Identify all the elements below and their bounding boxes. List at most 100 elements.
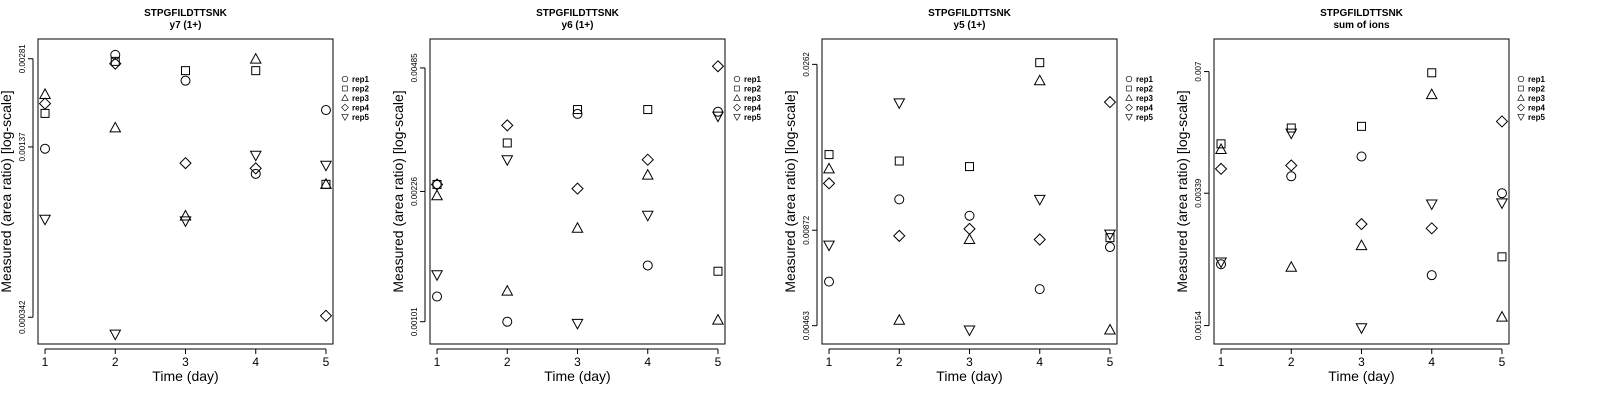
data-point-rep3 (1214, 142, 1228, 154)
y-axis-label: Measured (area ratio) [log-scale] (0, 90, 14, 292)
data-point-rep2 (894, 156, 904, 166)
data-point-rep4 (1285, 159, 1298, 172)
x-axis-label: Time (day) (1328, 368, 1394, 384)
data-point-rep1 (824, 276, 835, 287)
data-point-rep5 (1103, 229, 1117, 241)
y-tick-label: 0.00226 (410, 176, 419, 205)
chart-title: STPGFILDTTSNK (1320, 8, 1404, 19)
y-tick-label: 0.00281 (18, 44, 27, 73)
data-point-rep5 (501, 155, 514, 167)
data-point-rep4 (893, 229, 906, 243)
data-point-rep4 (501, 119, 514, 132)
data-point-rep4 (822, 177, 836, 190)
data-point-rep5 (249, 150, 262, 162)
x-tick-label: 1 (1218, 355, 1225, 369)
legend-label: rep1 (1528, 75, 1545, 84)
data-point-rep2 (1497, 252, 1507, 262)
data-point-rep5 (319, 160, 333, 172)
legend-label: rep5 (1528, 113, 1545, 122)
data-point-rep5 (893, 98, 906, 110)
legend-symbol (341, 114, 349, 122)
data-point-rep3 (319, 177, 333, 189)
data-point-rep2 (1035, 58, 1045, 68)
data-point-rep4 (430, 178, 444, 191)
data-point-rep2 (40, 108, 50, 118)
legend-symbol (734, 85, 740, 92)
data-point-rep4 (1425, 222, 1438, 235)
data-point-rep2 (1105, 233, 1115, 243)
data-point-rep4 (319, 309, 333, 323)
chart-subtitle: sum of ions (1333, 20, 1390, 31)
legend-label: rep4 (1136, 104, 1153, 113)
data-point-rep1 (180, 75, 191, 86)
legend-label: rep3 (744, 94, 761, 103)
data-point-rep3 (430, 189, 444, 201)
data-point-rep1 (320, 105, 331, 116)
y-tick-label: 0.000342 (18, 300, 27, 334)
data-point-rep4 (1033, 233, 1046, 246)
y-axis-label: Measured (area ratio) [log-scale] (390, 90, 406, 292)
x-tick-label: 3 (574, 355, 581, 369)
data-point-rep2 (965, 162, 974, 172)
data-point-rep5 (1495, 198, 1509, 210)
data-point-rep5 (1285, 128, 1298, 140)
legend-marker-rep3 (1125, 93, 1133, 101)
x-tick-label: 5 (1499, 355, 1506, 369)
x-tick-label: 5 (715, 355, 722, 369)
x-tick-label: 1 (826, 355, 833, 369)
data-point-rep4 (963, 222, 976, 236)
data-point-rep3 (249, 52, 262, 64)
legend-marker-rep1 (1517, 75, 1525, 83)
data-point-rep5 (641, 210, 654, 222)
data-point-rep2 (573, 105, 582, 115)
data-point-rep1 (110, 49, 121, 60)
data-point-rep1 (432, 291, 443, 302)
data-point-rep4 (249, 162, 262, 175)
data-point-rep3 (963, 232, 976, 244)
data-point-rep5 (1214, 257, 1228, 269)
legend-symbol (341, 103, 349, 112)
data-point-rep2 (432, 179, 442, 189)
data-point-rep4 (1355, 217, 1368, 231)
data-point-rep5 (963, 325, 976, 337)
x-tick-label: 4 (1036, 355, 1043, 369)
data-point-rep3 (1495, 310, 1509, 322)
legend-label: rep1 (352, 75, 369, 84)
legend-symbol (1125, 93, 1133, 101)
x-tick-label: 5 (1107, 355, 1114, 369)
legend-label: rep4 (352, 104, 369, 113)
legend-label: rep5 (352, 113, 369, 122)
data-point-rep1 (642, 260, 653, 271)
chart-subtitle: y5 (1+) (954, 20, 986, 31)
legend-marker-rep4 (1517, 103, 1525, 112)
data-point-rep1 (1356, 151, 1367, 162)
y-tick-label: 0.007 (1194, 61, 1203, 82)
data-point-rep1 (250, 168, 261, 179)
data-point-rep3 (38, 87, 52, 99)
data-point-rep4 (571, 182, 584, 195)
legend-symbol (733, 93, 741, 101)
data-point-rep4 (1214, 162, 1228, 176)
legend-marker-rep3 (733, 93, 741, 101)
legend-symbol (733, 103, 741, 112)
data-point-rep2 (1216, 139, 1226, 149)
x-tick-label: 3 (182, 355, 189, 369)
legend-label: rep4 (744, 104, 761, 113)
data-point-rep2 (502, 138, 512, 148)
data-point-rep5 (109, 329, 122, 341)
data-point-rep1 (1496, 188, 1507, 199)
legend-marker-rep3 (341, 93, 349, 101)
legend-symbol (341, 75, 349, 83)
legend-label: rep3 (1136, 94, 1153, 103)
chart-title: STPGFILDTTSNK (536, 8, 620, 19)
data-point-rep1 (1286, 171, 1297, 182)
x-tick-label: 1 (434, 355, 441, 369)
legend-label: rep2 (1136, 85, 1153, 94)
plot-frame (821, 38, 1118, 345)
data-point-rep3 (822, 162, 836, 174)
